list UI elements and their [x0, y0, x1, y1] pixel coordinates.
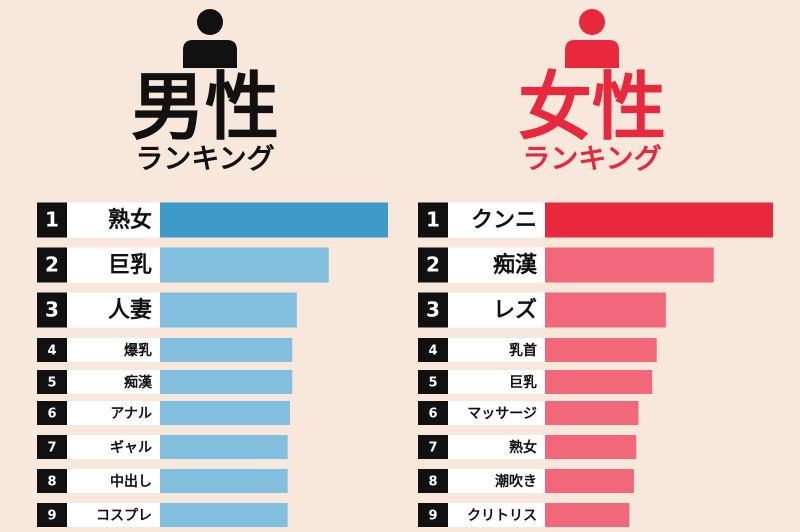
female-icon	[565, 9, 619, 68]
rank-number: 3	[45, 298, 59, 322]
rank-box	[37, 469, 67, 493]
category-label: 潮吹き	[495, 473, 537, 490]
bar	[160, 370, 293, 394]
rank-number: 9	[428, 509, 437, 524]
label-box	[448, 370, 545, 394]
category-label: 痴漢	[493, 252, 538, 278]
bar	[160, 401, 290, 425]
category-label: 痴漢	[124, 374, 153, 391]
rank-box	[418, 338, 448, 362]
category-label: レズ	[493, 297, 537, 323]
rank-number: 7	[428, 441, 437, 456]
category-label: 爆乳	[124, 342, 152, 359]
rank-number: 3	[426, 298, 440, 322]
label-box	[448, 202, 545, 238]
rank-number: 4	[47, 344, 56, 359]
male-icon	[183, 9, 237, 68]
bar	[160, 503, 288, 527]
category-label: クリトリス	[467, 508, 537, 524]
bar	[545, 503, 630, 527]
bar	[545, 247, 714, 283]
rank-box	[37, 435, 67, 459]
bar	[545, 435, 637, 459]
title: 女性	[518, 65, 666, 151]
rank-box	[418, 401, 448, 425]
category-label: 熟女	[509, 439, 537, 456]
label-box	[448, 435, 545, 459]
category-label: コスプレ	[96, 508, 152, 524]
category-label: クンニ	[471, 208, 537, 233]
category-label: アナル	[110, 406, 152, 422]
rank-box	[37, 338, 67, 362]
bar	[160, 202, 388, 238]
label-box	[448, 247, 545, 283]
rank-number: 6	[428, 407, 437, 422]
rank-box	[418, 292, 448, 328]
label-box	[67, 503, 160, 527]
label-box	[448, 401, 545, 425]
category-label: マッサージ	[467, 406, 537, 422]
rank-number: 1	[426, 208, 440, 232]
rank-number: 7	[47, 441, 56, 456]
rank-number: 6	[47, 407, 56, 422]
bar	[545, 202, 773, 238]
label-box	[448, 292, 545, 328]
subtitle: ランキング	[135, 142, 274, 175]
label-box	[448, 338, 545, 362]
title: 男性	[131, 65, 279, 151]
bar	[545, 370, 653, 394]
rank-number: 9	[47, 509, 56, 524]
label-box	[67, 292, 160, 328]
bar	[545, 469, 634, 493]
category-label: 乳首	[509, 342, 537, 359]
category-label: 人妻	[108, 297, 152, 323]
category-label: ギャル	[110, 439, 152, 456]
rank-number: 4	[428, 344, 437, 359]
rank-box	[418, 435, 448, 459]
rank-box	[37, 370, 67, 394]
bar	[160, 435, 288, 459]
category-label: 中出し	[110, 473, 152, 490]
rank-box	[37, 401, 67, 425]
label-box	[448, 503, 545, 527]
rank-box	[37, 247, 67, 283]
rank-box	[37, 292, 67, 328]
subtitle: ランキング	[522, 142, 661, 175]
rank-number: 2	[45, 253, 59, 277]
label-box	[67, 401, 160, 425]
bar	[545, 338, 657, 362]
label-box	[67, 370, 160, 394]
bar	[545, 401, 639, 425]
rank-box	[37, 503, 67, 527]
rank-box	[418, 503, 448, 527]
label-box	[448, 469, 545, 493]
rank-box	[418, 247, 448, 283]
rank-number: 1	[45, 208, 59, 232]
rank-number: 2	[426, 253, 440, 277]
rank-box	[37, 202, 67, 238]
rank-number: 8	[47, 475, 56, 490]
rank-number: 5	[47, 376, 56, 391]
bar	[545, 292, 666, 328]
bar	[160, 292, 297, 328]
category-label: 巨乳	[108, 252, 152, 278]
rank-number: 8	[428, 475, 437, 490]
bar	[160, 247, 329, 283]
label-box	[67, 247, 160, 283]
label-box	[67, 435, 160, 459]
category-label: 巨乳	[509, 374, 537, 391]
rank-box	[418, 370, 448, 394]
bar	[160, 338, 293, 362]
bar	[160, 469, 288, 493]
rank-box	[418, 469, 448, 493]
rank-number: 5	[428, 376, 437, 391]
category-label: 熟女	[108, 207, 152, 233]
rank-box	[418, 202, 448, 238]
label-box	[67, 338, 160, 362]
label-box	[67, 202, 160, 238]
label-box	[67, 469, 160, 493]
